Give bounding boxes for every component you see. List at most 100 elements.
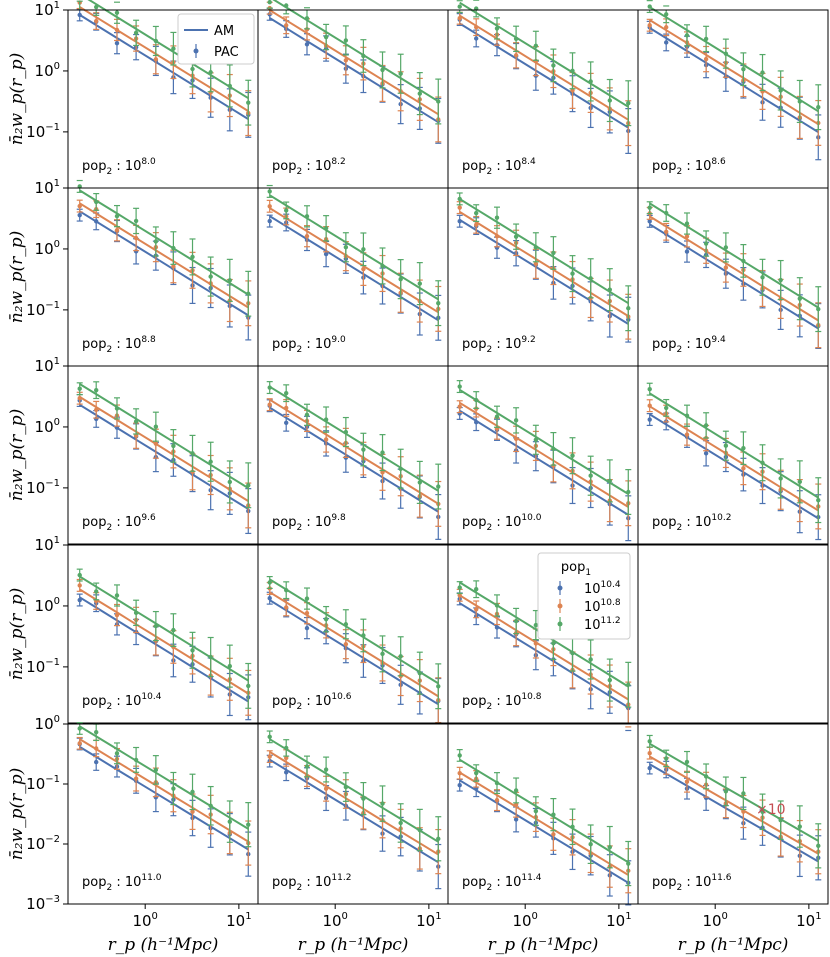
pac-point: [457, 196, 462, 202]
pac-point: [723, 245, 729, 250]
pac-point: [284, 420, 289, 425]
pac-point: [474, 397, 479, 403]
pac-point: [457, 219, 462, 224]
panel: pop2 : 108.0 101 100 10−1n̄₂w_p(r_p): [7, 0, 259, 189]
pac-point: [684, 759, 690, 765]
am-line: [459, 779, 629, 884]
pac-point: [647, 417, 652, 422]
pac-point: [304, 625, 310, 631]
am-line: [269, 385, 439, 492]
pac-point: [114, 406, 120, 411]
legend-pop1-label: 1010.8: [584, 598, 621, 615]
pac-point: [171, 245, 176, 251]
pac-point: [417, 281, 422, 286]
pac-point: [246, 683, 251, 689]
pac-point: [684, 249, 690, 254]
am-line: [269, 599, 439, 706]
pac-point: [94, 746, 99, 751]
pac-point: [94, 219, 99, 224]
pac-point: [588, 473, 593, 478]
pac-point: [494, 215, 500, 220]
am-line: [269, 591, 439, 698]
am-line: [269, 758, 439, 864]
pac-point: [551, 812, 556, 817]
panel-label: pop2 : 1010.2: [652, 513, 731, 533]
pac-point: [284, 208, 289, 213]
pac-point: [570, 650, 575, 656]
pac-point: [417, 827, 422, 833]
am-line: [87, 0, 249, 100]
pac-point: [703, 451, 709, 456]
pac-point: [380, 450, 385, 455]
panel: pop2 : 108.4: [447, 0, 639, 189]
pac-point: [323, 417, 329, 422]
pac-point: [513, 234, 519, 239]
am-line: [649, 215, 819, 322]
panel: pop2 : 1010.4 101 100 10−1n̄₂w_p(r_p): [7, 535, 259, 724]
pac-point: [323, 616, 329, 622]
pac-point: [436, 684, 441, 689]
pac-point: [647, 386, 652, 392]
y-tick-label: 101: [35, 0, 60, 19]
panel-label: pop2 : 1010.6: [272, 692, 352, 712]
pac-point: [513, 418, 519, 423]
pac-point: [551, 63, 556, 68]
am-line: [269, 398, 439, 505]
pac-point: [380, 651, 385, 657]
pac-point: [343, 429, 349, 435]
pac-point: [114, 612, 120, 618]
panel: pop2 : 1011.2 100 101 r_p (h⁻¹Mpc): [257, 723, 449, 955]
am-line: [459, 594, 629, 701]
y-axis-label: n̄₂w_p(r_p): [7, 768, 27, 860]
pac-point: [361, 796, 366, 801]
pac-point: [778, 277, 783, 283]
panel-label: pop2 : 108.2: [272, 157, 346, 177]
pac-point: [778, 88, 783, 93]
pac-point: [664, 40, 669, 45]
am-line: [649, 392, 819, 499]
panel-label: pop2 : 108.0: [82, 157, 156, 177]
pac-point: [267, 218, 272, 224]
pac-point: [284, 770, 289, 775]
am-line: [269, 207, 439, 314]
y-tick-label: 10−1: [26, 122, 60, 141]
pac-point: [77, 203, 82, 209]
pac-point: [284, 745, 289, 751]
panel: pop2 : 1010.2: [637, 365, 829, 545]
pac-point: [760, 70, 765, 75]
pac-point: [153, 239, 159, 244]
pac-point: [227, 479, 232, 485]
pac-point: [114, 228, 120, 233]
y-tick-label: 10−3: [26, 894, 60, 913]
am-line: [459, 771, 629, 876]
pac-point: [664, 25, 669, 30]
pac-point: [626, 861, 631, 866]
pac-point: [284, 390, 289, 396]
pac-point: [588, 657, 593, 662]
am-line: [269, 578, 439, 685]
pac-point: [723, 51, 729, 56]
y-tick-label: 10−2: [26, 834, 60, 853]
pac-point: [457, 205, 462, 210]
panel-label: pop2 : 1010.0: [462, 513, 542, 533]
pac-point: [474, 420, 479, 425]
pac-point: [114, 10, 120, 15]
pac-point: [741, 466, 746, 471]
pac-point: [380, 263, 385, 269]
panel-label: pop2 : 109.2: [462, 335, 536, 355]
legend-pop1-title: pop1: [561, 560, 591, 578]
pac-point: [723, 443, 729, 448]
pac-point: [457, 783, 462, 788]
pac-point: [588, 842, 593, 847]
pac-point: [153, 441, 159, 446]
pac-point: [77, 386, 82, 391]
pac-point: [94, 387, 99, 393]
pac-point: [816, 497, 821, 503]
am-line: [649, 413, 819, 520]
pac-point: [323, 437, 329, 442]
x-tick-label: 101: [796, 911, 821, 930]
pac-point: [227, 819, 232, 824]
y-tick-label: 100: [35, 596, 60, 615]
y-tick-label: 101: [35, 178, 60, 197]
y-axis-label: n̄₂w_p(r_p): [7, 588, 27, 680]
